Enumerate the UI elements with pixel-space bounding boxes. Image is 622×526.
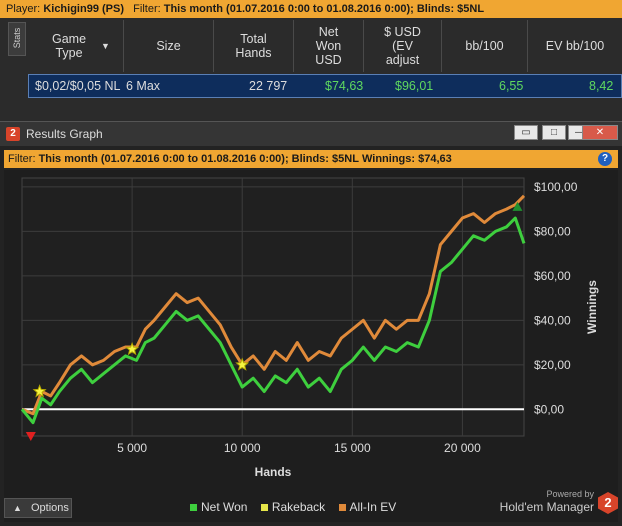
- legend-swatch: [338, 504, 346, 512]
- graph-filter-value: This month (01.07.2016 0:00 to 01.08.201…: [38, 153, 359, 165]
- cell-total-hands: 22 797: [249, 79, 288, 93]
- y-tick-label: $20,00: [534, 358, 571, 372]
- header-game-type[interactable]: Game Type ▼: [28, 20, 124, 72]
- product-name: Hold'em Manager: [499, 500, 594, 514]
- chart-svg: 5 000 10 000 15 000 20 000 $0,00 $20,00 $40,00…: [20, 177, 599, 479]
- y-tick-label: $100,00: [534, 180, 578, 194]
- header-net-won[interactable]: Net Won USD: [294, 20, 364, 72]
- cell-game-type: $0,02/$0,05 NL: [35, 79, 121, 93]
- header-bb100[interactable]: bb/100: [442, 20, 528, 72]
- header-total-hands[interactable]: Total Hands: [214, 20, 294, 72]
- filter-value: This month (01.07.2016 0:00 to 01.08.201…: [163, 3, 485, 15]
- series-line-net-won: [20, 216, 526, 425]
- winnings-label: Winnings:: [361, 153, 416, 165]
- legend-item-rakeback: Rakeback: [260, 500, 325, 514]
- graph-filter-label: Filter:: [8, 153, 36, 165]
- plot-area: [21, 177, 525, 437]
- x-tick-label: 5 000: [117, 441, 147, 455]
- y-tick-label: $60,00: [534, 269, 571, 283]
- cell-bb100: 6,55: [499, 79, 524, 93]
- top-filter-bar: Player: Kichigin99 (PS) Filter: This mon…: [0, 0, 622, 18]
- app-logo-icon: 2: [6, 127, 20, 141]
- player-value: Kichigin99 (PS): [43, 3, 124, 15]
- table-row[interactable]: $0,02/$0,05 NL 6 Max 22 797 $74,63 $96,0…: [28, 74, 622, 98]
- low-point-marker: [25, 432, 36, 441]
- cell-ev-adjust: $96,01: [395, 79, 434, 93]
- close-button[interactable]: ✕: [582, 125, 618, 140]
- x-tick-label: 15 000: [334, 441, 371, 455]
- restore-button[interactable]: ▭: [514, 125, 538, 140]
- y-axis-label: Winnings: [585, 280, 599, 334]
- results-graph-window: 2 Results Graph ▭ □ — ✕ Filter: This mon…: [0, 121, 622, 526]
- cell-size: 6 Max: [126, 79, 161, 93]
- stats-tab[interactable]: Stats: [8, 22, 26, 56]
- rakeback-star-marker: [125, 341, 140, 356]
- chart-legend: Net Won Rakeback All-In EV: [190, 500, 396, 514]
- header-size[interactable]: Size: [124, 20, 214, 72]
- y-tick-label: $0,00: [534, 402, 564, 416]
- sort-dropdown-icon[interactable]: ▼: [101, 41, 110, 51]
- graph-filter-bar: Filter: This month (01.07.2016 0:00 to 0…: [4, 150, 618, 168]
- x-tick-label: 20 000: [444, 441, 481, 455]
- high-point-marker: [512, 201, 523, 211]
- stats-tab-label: Stats: [12, 27, 22, 49]
- legend-swatch: [260, 504, 268, 512]
- header-ev-adjust[interactable]: $ USD (EV adjust: [364, 20, 442, 72]
- results-chart: 5 000 10 000 15 000 20 000 $0,00 $20,00 $40,00…: [4, 170, 618, 522]
- legend-item-net-won: Net Won: [190, 500, 247, 514]
- player-label: Player:: [6, 3, 41, 15]
- rakeback-star-marker: [32, 384, 47, 398]
- window-title: Results Graph: [26, 127, 103, 141]
- winnings-value: $74,63: [418, 153, 452, 165]
- filter-label: Filter:: [133, 3, 161, 15]
- maximize-button[interactable]: □: [542, 125, 566, 140]
- header-ev-bb100[interactable]: EV bb/100: [545, 39, 605, 53]
- options-label: Options: [30, 502, 69, 514]
- holdem-manager-logo-icon: 2: [598, 492, 618, 514]
- series-line-all-in-ev: [21, 194, 526, 416]
- help-icon[interactable]: ?: [598, 152, 612, 166]
- rakeback-star-marker: [235, 357, 250, 371]
- window-titlebar[interactable]: 2 Results Graph ▭ □ — ✕: [0, 122, 622, 146]
- y-tick-label: $40,00: [534, 313, 571, 327]
- y-tick-label: $80,00: [534, 224, 571, 238]
- legend-swatch: [190, 504, 197, 512]
- cell-ev-bb100: 8,42: [589, 79, 614, 93]
- legend-item-all-in-ev: All-In EV: [338, 500, 396, 514]
- x-tick-label: 10 000: [224, 441, 261, 455]
- powered-by-label: Powered by: [546, 489, 594, 499]
- chevron-up-icon: ▲: [13, 503, 22, 513]
- options-button[interactable]: ▲ Options: [4, 498, 72, 518]
- x-axis-label: Hands: [255, 465, 292, 479]
- cell-net-won: $74,63: [325, 79, 364, 93]
